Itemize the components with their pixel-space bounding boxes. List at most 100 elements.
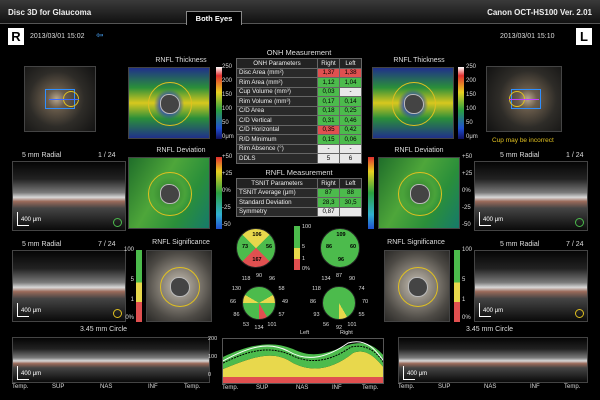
table-row: Rim Absence (°) - - bbox=[236, 143, 362, 154]
table-row: R/D Minimum 0,15 0,06 bbox=[236, 134, 362, 145]
param-name: Rim Area (mm²) bbox=[236, 77, 318, 88]
rnfl-title: RNFL Measurement bbox=[265, 168, 333, 177]
chart-band-red bbox=[223, 377, 383, 383]
left-fundus-image[interactable] bbox=[486, 66, 562, 132]
clock-hour-value: 57 bbox=[278, 312, 285, 318]
left-value: 0,42 bbox=[339, 124, 362, 135]
right-value: - bbox=[317, 143, 340, 154]
chart-xlabels: Temp. SUP NAS INF Temp. bbox=[222, 385, 379, 391]
right-value: 1,37 bbox=[317, 67, 340, 78]
right-radial2-oct[interactable]: 400 μm bbox=[12, 250, 126, 322]
table-row: Rim Area (mm²) 1,12 1,04 bbox=[236, 77, 362, 88]
left-significance-label: RNFL Significance bbox=[387, 239, 445, 246]
left-clock-chart: 87 90 74 70 55 101 92 56 93 86 118 134 bbox=[308, 272, 370, 334]
quad-n: 56 bbox=[265, 244, 273, 250]
quad-i: 96 bbox=[337, 257, 345, 263]
optic-disc bbox=[404, 94, 424, 114]
param-name: C/D Horizontal bbox=[236, 124, 318, 135]
chart-band-yellow bbox=[223, 351, 383, 377]
clock-hour-value: 90 bbox=[348, 276, 356, 283]
left-significance-map[interactable] bbox=[384, 250, 450, 322]
thickness-color-scale bbox=[216, 67, 222, 139]
quad-t: 86 bbox=[325, 244, 333, 250]
right-value: 0,03 bbox=[317, 86, 340, 97]
right-value: 0,87 bbox=[317, 206, 340, 217]
left-value: 0,14 bbox=[339, 96, 362, 107]
param-name: Cup Volume (mm³) bbox=[236, 86, 318, 97]
left-eye-indicator: L bbox=[576, 28, 592, 45]
clock-hour-value: 92 bbox=[335, 325, 343, 331]
left-value: 6 bbox=[339, 153, 362, 164]
back-arrow-icon[interactable]: ⇦ bbox=[96, 30, 104, 40]
clock-hour-value: 101 bbox=[267, 321, 277, 328]
param-name: C/D Vertical bbox=[236, 115, 318, 126]
measurement-circle bbox=[392, 82, 436, 126]
clock-hour-value: 70 bbox=[361, 299, 369, 305]
left-thickness-map[interactable] bbox=[372, 67, 454, 139]
left-significance-scale bbox=[454, 250, 460, 322]
version-label: Canon OCT-HS100 Ver. 2.01 bbox=[487, 8, 592, 17]
param-name: Symmetry bbox=[236, 206, 318, 217]
left-radial2-scale: 400 μm bbox=[483, 308, 504, 314]
left-deviation-map[interactable] bbox=[378, 157, 460, 229]
thickness-scale-ticks: 250 200 150 100 50 0μm bbox=[222, 64, 234, 140]
right-value: 1,12 bbox=[317, 77, 340, 88]
cup-warning: Cup may be incorrect bbox=[492, 137, 554, 144]
right-circle-oct[interactable]: 400 μm bbox=[12, 337, 210, 383]
optic-disc bbox=[170, 277, 190, 297]
right-circle-scale: 400 μm bbox=[21, 371, 42, 377]
left-value: - bbox=[339, 143, 362, 154]
tab-both-eyes[interactable]: Both Eyes bbox=[186, 11, 242, 25]
app-title: Disc 3D for Glaucoma bbox=[8, 8, 92, 17]
clock-hour-value: 55 bbox=[358, 312, 365, 318]
right-deviation-label: RNFL Deviation bbox=[156, 147, 206, 154]
left-thickness-label: RNFL Thickness bbox=[393, 57, 445, 64]
left-circle-scale: 400 μm bbox=[407, 371, 428, 377]
quad-s: 109 bbox=[336, 232, 346, 238]
radial-orientation-icon[interactable] bbox=[113, 309, 122, 318]
right-value: 87 bbox=[317, 187, 340, 198]
rnfl-header-param: TSNIT Parameters bbox=[236, 178, 318, 189]
left-value: - bbox=[339, 86, 362, 97]
left-value: 0,46 bbox=[339, 115, 362, 126]
table-row: TSNIT Average (μm) 87 88 bbox=[236, 187, 362, 198]
title-bar: Disc 3D for Glaucoma Both Eyes Canon OCT… bbox=[0, 0, 600, 25]
optic-disc bbox=[160, 94, 180, 114]
right-quadrant-chart: 106 56 167 73 bbox=[236, 228, 276, 268]
param-name: Disc Area (mm²) bbox=[236, 67, 318, 78]
table-row: Disc Area (mm²) 1,37 1,38 bbox=[236, 67, 362, 78]
right-radial-oct[interactable]: 400 μm bbox=[12, 161, 126, 231]
left-value: 88 bbox=[339, 187, 362, 198]
clock-hour-value: 118 bbox=[241, 276, 251, 283]
right-value: 0,35 bbox=[317, 124, 340, 135]
left-deviation-label: RNFL Deviation bbox=[394, 147, 444, 154]
radial-orientation-icon[interactable] bbox=[113, 218, 122, 227]
right-value: 28,3 bbox=[317, 197, 340, 208]
right-fundus-image[interactable] bbox=[24, 66, 96, 132]
radial-orientation-icon[interactable] bbox=[575, 309, 584, 318]
left-radial-count: 1 / 24 bbox=[566, 152, 584, 159]
center-significance-scale bbox=[294, 226, 300, 270]
right-value: 0,15 bbox=[317, 134, 340, 145]
left-radial-oct[interactable]: 400 μm bbox=[474, 161, 588, 231]
rnfl-header-right: Right bbox=[317, 178, 340, 189]
clock-hour-value: 74 bbox=[358, 286, 365, 292]
scan-line bbox=[509, 99, 539, 100]
clock-hour-value: 87 bbox=[335, 273, 343, 279]
tsnit-chart[interactable] bbox=[222, 338, 384, 384]
optic-disc bbox=[410, 184, 430, 204]
clock-hour-value: 90 bbox=[255, 273, 263, 279]
right-significance-map[interactable] bbox=[146, 250, 212, 322]
chart-legend: Left Right bbox=[300, 330, 353, 336]
right-deviation-map[interactable] bbox=[128, 157, 210, 229]
right-value: 5 bbox=[317, 153, 340, 164]
table-row: DDLS 5 6 bbox=[236, 153, 362, 164]
left-circle-oct[interactable]: 400 μm bbox=[398, 337, 588, 383]
right-significance-ticks: 100 5 1 0% bbox=[123, 247, 134, 321]
param-name: DDLS bbox=[236, 153, 318, 164]
left-radial2-oct[interactable]: 400 μm bbox=[474, 250, 588, 322]
quad-i: 167 bbox=[252, 257, 262, 263]
radial-orientation-icon[interactable] bbox=[575, 218, 584, 227]
left-circle-label: 3.45 mm Circle bbox=[466, 326, 514, 333]
right-thickness-map[interactable] bbox=[128, 67, 210, 139]
